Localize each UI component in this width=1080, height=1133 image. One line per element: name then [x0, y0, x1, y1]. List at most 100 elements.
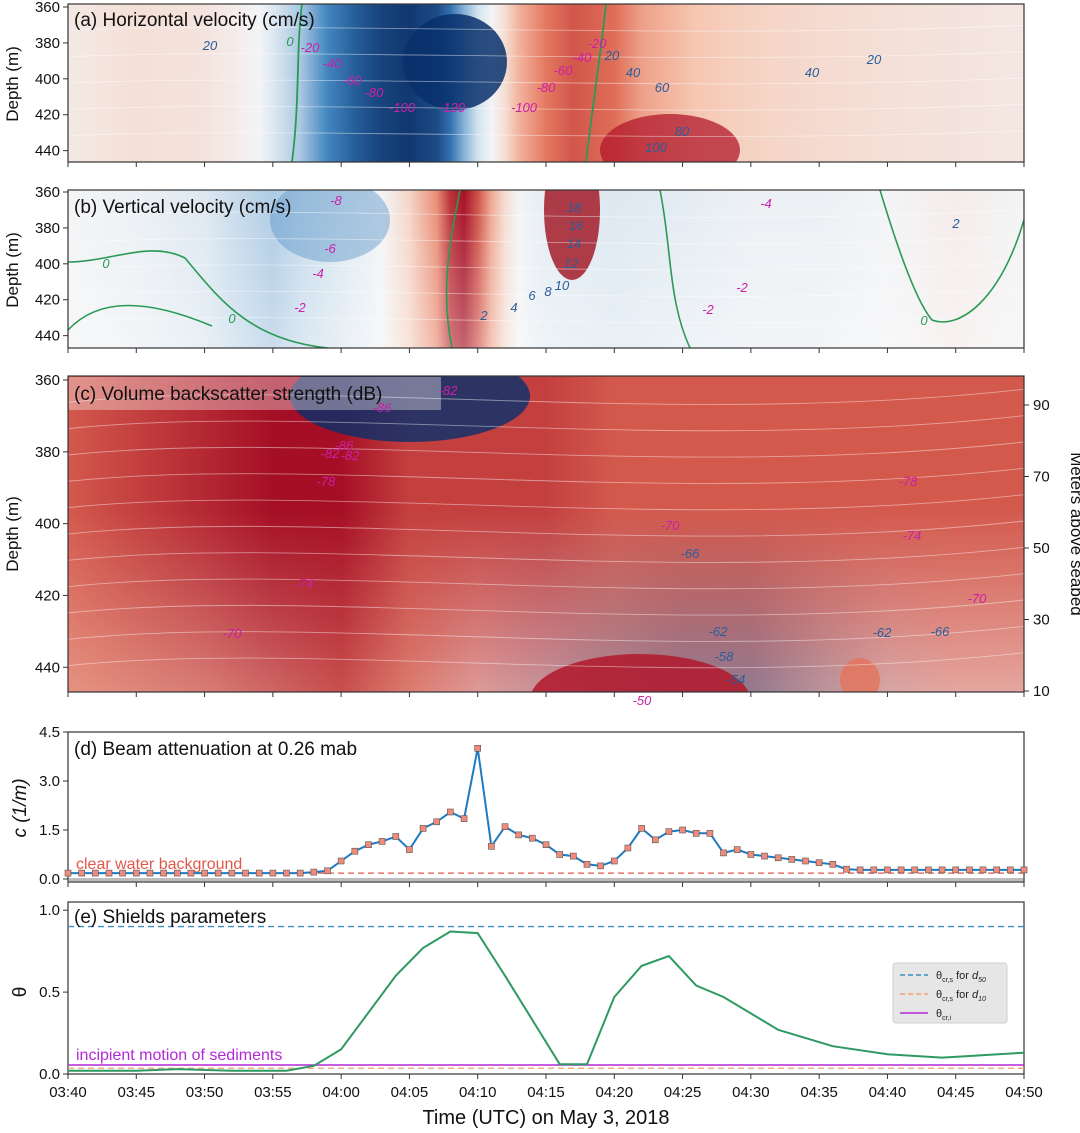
panel-a-core-red — [600, 114, 740, 162]
contour-label: -80 — [537, 80, 557, 95]
legend-background — [892, 962, 1008, 1024]
contour-label: -82 — [439, 383, 459, 398]
y-tick-label: 30 — [1033, 612, 1050, 629]
data-point-marker — [365, 841, 372, 849]
contour-line — [68, 573, 1024, 590]
y-tick-label: 380 — [35, 35, 60, 52]
contour-label: 0 — [286, 34, 294, 49]
panel-d-ylabel: c (1/m) — [10, 778, 31, 837]
contour-label: 14 — [567, 236, 581, 251]
shields-parameter-line — [68, 930, 1025, 1072]
data-point-marker — [488, 842, 495, 850]
y-tick-label: 10 — [1033, 683, 1050, 700]
panel-c: (c) Volume backscatter strength (dB) Dep… — [3, 372, 1080, 708]
panel-c-ylabel-right: Meters above seabed — [1067, 452, 1080, 616]
contour-label: 4 — [510, 300, 517, 315]
data-point-marker — [433, 818, 441, 826]
panel-b-contour-lines — [68, 208, 1024, 324]
y-tick-label: 440 — [35, 659, 60, 676]
data-point-marker — [597, 862, 604, 870]
y-tick-label: 380 — [35, 444, 60, 461]
contour-label: -82 — [321, 446, 341, 461]
data-point-marker — [296, 869, 304, 877]
data-point-marker — [651, 836, 659, 844]
panel-c-core-red — [531, 654, 749, 692]
legend-symbol: θ — [936, 970, 942, 982]
contour-label: -70 — [223, 626, 243, 641]
contour-label: -86 — [335, 438, 355, 453]
data-point-marker — [706, 829, 714, 837]
contour-label: 80 — [675, 124, 690, 139]
panel-c-y-ticks-right: 90 70 50 30 10 — [1024, 397, 1050, 700]
contour-label: -100 — [511, 100, 538, 115]
contour-label: -70 — [968, 591, 988, 606]
contour-label: 40 — [805, 65, 820, 80]
panel-d-frame — [67, 731, 1025, 883]
panel-a-zero-contour-left — [291, 4, 303, 162]
data-point-marker — [966, 866, 973, 874]
data-point-marker — [324, 867, 331, 875]
contour-label: -4 — [312, 266, 324, 281]
panel-e-ylabel: θ — [10, 987, 31, 998]
contour-label: -20 — [301, 40, 321, 55]
data-point-marker — [761, 852, 768, 860]
contour-label: -70 — [661, 518, 681, 533]
x-tick-label: 04:25 — [664, 1084, 702, 1101]
contour-line — [68, 652, 1024, 669]
contour-label: -2 — [736, 280, 748, 295]
legend-label: θcr,i — [936, 1008, 952, 1022]
data-point-marker — [255, 869, 263, 877]
contour-label: 20 — [604, 48, 620, 63]
y-tick-label: 380 — [35, 220, 60, 237]
contour-label: 40 — [626, 65, 641, 80]
contour-line — [68, 415, 1024, 432]
x-tick-label: 04:30 — [732, 1084, 770, 1101]
legend-variable: d — [972, 970, 979, 982]
panel-b: (b) Vertical velocity (cm/s) Depth (m) 3… — [3, 184, 1025, 349]
y-tick-label: 400 — [35, 256, 60, 273]
data-point-marker — [392, 833, 400, 840]
contour-line — [68, 546, 1024, 563]
x-tick-label: 04:40 — [869, 1084, 907, 1101]
panel-c-core-dark — [290, 376, 530, 442]
panel-b-core-blue — [270, 190, 390, 262]
contour-label: -40 — [323, 56, 343, 71]
contour-line — [68, 599, 1024, 616]
y-tick-label: 420 — [35, 292, 60, 309]
y-tick-label: 400 — [35, 71, 60, 88]
contour-label: -50 — [633, 693, 653, 708]
data-point-marker — [747, 851, 755, 858]
contour-label: 2 — [479, 308, 488, 323]
panel-a-y-ticks: 360 380 400 420 440 — [35, 0, 68, 160]
data-point-marker — [884, 866, 891, 874]
data-point-marker — [474, 744, 482, 752]
data-point-marker — [788, 856, 796, 863]
data-point-marker — [938, 866, 946, 874]
data-point-marker — [64, 869, 72, 877]
contour-label: -62 — [709, 624, 729, 639]
data-point-marker — [624, 844, 632, 852]
contour-line — [68, 388, 1024, 405]
panel-e-y-ticks: 1.0 0.5 0.0 — [39, 902, 68, 1083]
contour-label: -20 — [588, 36, 608, 51]
x-tick-label: 03:40 — [49, 1084, 87, 1101]
x-tick-label: 03:50 — [186, 1084, 224, 1101]
contour-label: -40 — [573, 50, 593, 65]
data-point-marker — [406, 846, 413, 853]
y-tick-label: 360 — [35, 184, 60, 201]
data-point-marker — [733, 846, 741, 853]
contour-line — [68, 235, 1024, 245]
contour-line — [68, 77, 1024, 85]
legend-label: θcr,s for d10 — [936, 989, 986, 1003]
x-tick-label: 04:10 — [459, 1084, 497, 1101]
panel-c-y-ticks: 360 380 400 420 440 — [35, 372, 68, 676]
data-point-marker — [979, 866, 987, 874]
data-point-marker — [351, 847, 359, 855]
panel-a-contour-lines — [68, 24, 1024, 137]
data-point-marker — [802, 857, 809, 865]
contour-label: 18 — [567, 200, 582, 215]
contour-line — [68, 51, 1024, 58]
data-point-marker — [528, 834, 536, 842]
data-point-marker — [911, 866, 919, 874]
